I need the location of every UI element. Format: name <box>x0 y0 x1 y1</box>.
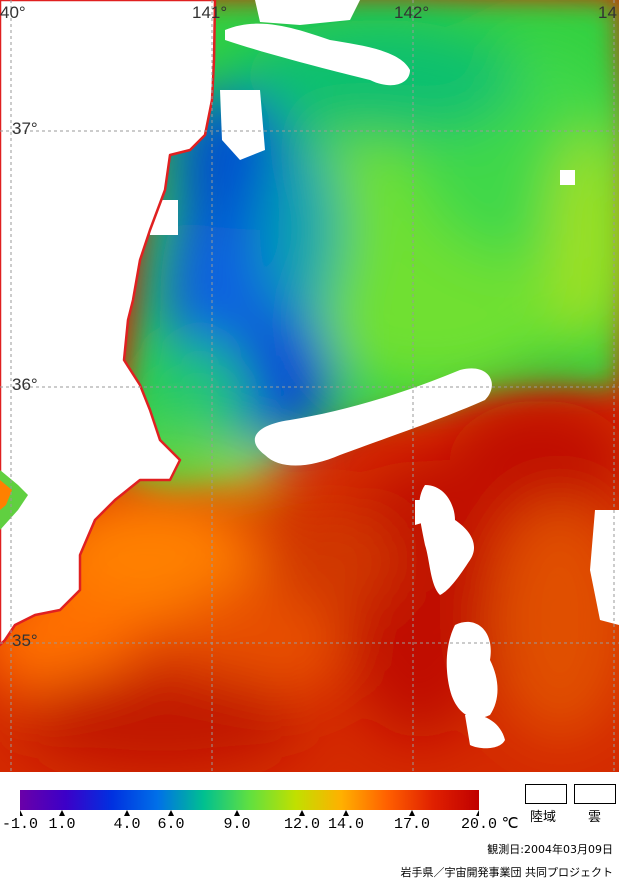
colorbar-unit: ℃ <box>501 816 519 833</box>
longitude-label-141: 141° <box>192 3 228 22</box>
credit-text: 岩手県／宇宙開発事業団 共同プロジェクト <box>400 866 614 879</box>
land-legend-box <box>525 784 567 804</box>
graticule <box>0 0 619 772</box>
latitude-label-37: 37° <box>12 119 38 138</box>
colorbar-tick-label: -1.0 <box>1 816 39 833</box>
latitude-label-36: 36° <box>12 375 38 394</box>
cloud-legend-box <box>574 784 616 804</box>
colorbar-tick-label: 9.0 <box>223 816 251 833</box>
observation-date: 観測日:2004年03月09日 <box>487 843 613 856</box>
temperature-colorbar <box>20 790 479 810</box>
cloud-legend-label: 雲 <box>588 810 602 825</box>
land-area <box>0 0 217 647</box>
colorbar-tick-label: 14.0 <box>327 816 365 833</box>
sea-surface-temperature-map <box>0 0 619 772</box>
colorbar-tick-label: 1.0 <box>48 816 76 833</box>
colorbar-tick-label: 20.0 <box>460 816 498 833</box>
longitude-label-143: 14 <box>598 3 617 22</box>
latitude-label-35: 35° <box>12 631 38 650</box>
longitude-label-140: 40° <box>0 3 26 22</box>
colorbar-tick-label: 12.0 <box>283 816 321 833</box>
longitude-label-142: 142° <box>394 3 430 22</box>
colorbar-tick-label: 4.0 <box>113 816 141 833</box>
colorbar-tick-label: 17.0 <box>393 816 431 833</box>
cloud-areas <box>150 0 619 749</box>
colorbar-tick-label: 6.0 <box>157 816 185 833</box>
colorbar-tick-marks <box>20 810 479 816</box>
land-legend-label: 陸域 <box>530 810 557 825</box>
